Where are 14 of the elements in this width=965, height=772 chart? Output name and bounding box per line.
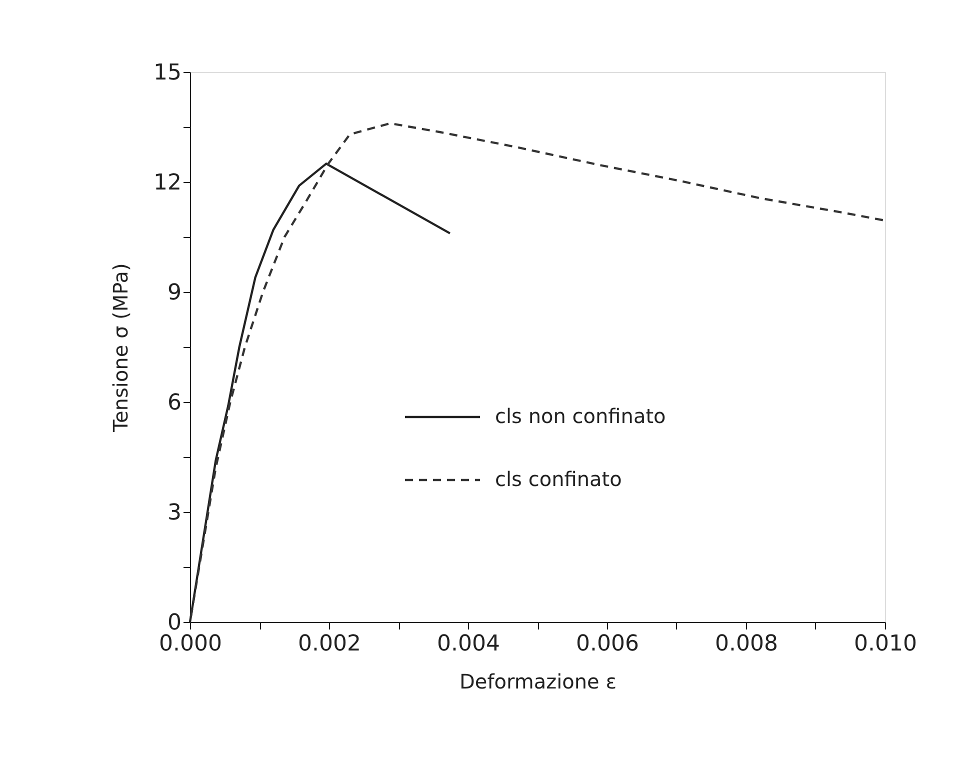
x-tick-label: 0.010 <box>854 632 917 656</box>
x-tick-label: 0.002 <box>298 632 361 656</box>
legend-label: cls confinato <box>495 467 622 491</box>
x-tick-label: 0.008 <box>715 632 778 656</box>
x-axis-title: Deformazione ε <box>459 670 617 694</box>
y-tick-label: 9 <box>168 280 182 306</box>
x-tick-label: 0.006 <box>576 632 639 656</box>
y-axis-title: Tensione σ (MPa) <box>108 263 133 433</box>
y-tick-label: 3 <box>168 500 182 526</box>
x-tick-label: 0.004 <box>437 632 500 656</box>
y-tick-label: 12 <box>154 170 182 196</box>
y-tick-label: 6 <box>168 390 182 416</box>
y-tick-label: 15 <box>154 60 182 86</box>
legend-label: cls non confinato <box>495 404 666 428</box>
